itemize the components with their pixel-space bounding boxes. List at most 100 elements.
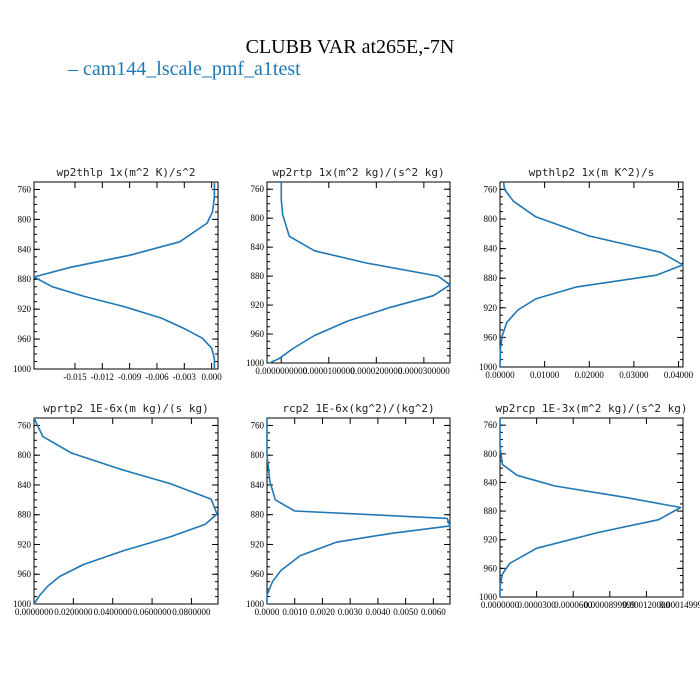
legend-line-symbol: –: [68, 58, 83, 80]
y-tick-label: 1000: [13, 364, 32, 374]
x-tick-label: 0.0040: [366, 607, 391, 617]
y-tick-label: 880: [484, 506, 498, 516]
x-tick-label: 0.0000100000: [303, 366, 355, 376]
y-tick-label: 800: [484, 449, 498, 459]
panel-title: rcp2 1E-6x(kg^2)/(kg^2): [282, 402, 434, 415]
series-line: [499, 181, 684, 368]
y-tick-label: 960: [484, 563, 498, 573]
y-tick-label: 960: [18, 334, 32, 344]
x-tick-label: 0.01000: [530, 370, 560, 380]
y-tick-label: 760: [484, 184, 498, 194]
y-tick-label: 880: [18, 274, 32, 284]
y-tick-label: 1000: [479, 592, 498, 602]
panel-6: wp2rcp 1E-3x(m^2 kg)/(s^2 kg) 760 800 840 88…: [479, 402, 700, 610]
series-line: [499, 418, 682, 597]
panel-2: wp2rtp 1x(m^2 kg)/(s^2 kg) 760 800 840 880 92…: [246, 166, 451, 376]
panel-title: wpthlp2 1x(m K^2)/s: [529, 166, 655, 179]
x-tick-label: 0.0000899999: [584, 600, 636, 610]
y-tick-label: 840: [251, 242, 265, 252]
plot-frame: [33, 181, 219, 370]
y-tick-label: 880: [251, 510, 265, 520]
y-tick-label: 1000: [246, 358, 265, 368]
y-tick-label: 920: [18, 304, 32, 314]
series-line: [33, 182, 216, 369]
x-tick-label: -0.009: [118, 372, 142, 382]
y-tick-label: 920: [484, 303, 498, 313]
x-tick-label: 0.0800000: [172, 607, 211, 617]
panel-5: rcp2 1E-6x(kg^2)/(kg^2) 760 800 840 880 920 96…: [246, 402, 451, 617]
panel-title: wp2thlp 1x(m^2 K)/s^2: [56, 166, 195, 179]
x-tick-label: 0.000120000: [623, 600, 671, 610]
x-tick-label: 0.0060: [421, 607, 446, 617]
panel-title: wp2rcp 1E-3x(m^2 kg)/(s^2 kg): [495, 402, 687, 415]
series-line: [266, 418, 451, 604]
x-tick-label: 0.0000000: [15, 607, 54, 617]
y-tick-label: 800: [18, 450, 32, 460]
panel-4: wprtp2 1E-6x(m kg)/(s kg) 760 800 840 880 920…: [13, 402, 219, 617]
y-tick-label: 840: [251, 480, 265, 490]
x-tick-label: 0.0050: [393, 607, 418, 617]
x-tick-label: 0.0000000000: [255, 366, 307, 376]
y-tick-label: 960: [484, 332, 498, 342]
x-tick-label: 0.03000: [619, 370, 649, 380]
y-tick-label: 760: [18, 420, 32, 430]
x-tick-label: 0.0020: [310, 607, 335, 617]
y-tick-label: 840: [18, 480, 32, 490]
plot-frame: [33, 417, 219, 605]
x-tick-label: 0.0200000: [54, 607, 93, 617]
legend-entry: – cam144_lscale_pmf_a1test: [68, 58, 301, 81]
x-tick-label: 0.02000: [575, 370, 605, 380]
y-tick-label: 1000: [479, 362, 498, 372]
y-tick-label: 760: [484, 420, 498, 430]
y-tick-label: 800: [251, 450, 265, 460]
y-tick-label: 880: [18, 510, 32, 520]
panel-title: wp2rtp 1x(m^2 kg)/(s^2 kg): [272, 166, 444, 179]
x-tick-label: -0.003: [173, 372, 197, 382]
plot-frame: [499, 417, 684, 598]
x-tick-label: 0.000: [201, 372, 222, 382]
x-tick-label: -0.015: [63, 372, 87, 382]
plot-frame: [266, 181, 451, 364]
x-tick-label: 0.0600000: [133, 607, 172, 617]
panel-title: wprtp2 1E-6x(m kg)/(s kg): [43, 402, 209, 415]
x-tick-label: 0.000149999: [659, 600, 700, 610]
y-tick-label: 1000: [246, 599, 265, 609]
plot-frame: [266, 417, 451, 605]
y-tick-label: 1000: [13, 599, 32, 609]
panel-3: wpthlp2 1x(m K^2)/s 760 800 840 880 920 960 100…: [479, 166, 694, 380]
y-tick-label: 760: [251, 420, 265, 430]
legend-label: cam144_lscale_pmf_a1test: [83, 58, 301, 80]
y-tick-label: 800: [251, 213, 265, 223]
y-tick-label: 800: [18, 214, 32, 224]
x-tick-label: 0.0000300: [517, 600, 556, 610]
x-tick-label: 0.0000: [255, 607, 280, 617]
y-tick-label: 920: [251, 300, 265, 310]
x-tick-label: 0.0000600: [554, 600, 593, 610]
series-line: [33, 417, 218, 605]
y-tick-label: 840: [484, 244, 498, 254]
x-tick-label: -0.012: [91, 372, 114, 382]
x-tick-label: -0.006: [145, 372, 169, 382]
y-tick-label: 760: [251, 184, 265, 194]
y-tick-label: 960: [251, 569, 265, 579]
y-tick-label: 960: [251, 329, 265, 339]
plot-frame: [499, 181, 684, 368]
y-tick-label: 920: [18, 539, 32, 549]
y-tick-label: 920: [484, 535, 498, 545]
y-tick-label: 880: [251, 271, 265, 281]
x-tick-label: 0.0000300000: [398, 366, 450, 376]
x-tick-label: 0.0030: [338, 607, 363, 617]
figure-title: CLUBB VAR at265E,-7N: [245, 36, 455, 58]
x-tick-label: 0.0000000: [481, 600, 520, 610]
y-tick-label: 960: [18, 569, 32, 579]
panel-1: wp2thlp 1x(m^2 K)/s^2 760 800 840 880 920 960 1…: [13, 166, 222, 382]
y-tick-label: 920: [251, 539, 265, 549]
x-tick-label: 0.04000: [664, 370, 694, 380]
x-tick-label: 0.0010: [282, 607, 307, 617]
y-tick-label: 840: [18, 244, 32, 254]
y-tick-label: 840: [484, 477, 498, 487]
y-tick-label: 880: [484, 273, 498, 283]
x-tick-label: 0.0400000: [94, 607, 133, 617]
